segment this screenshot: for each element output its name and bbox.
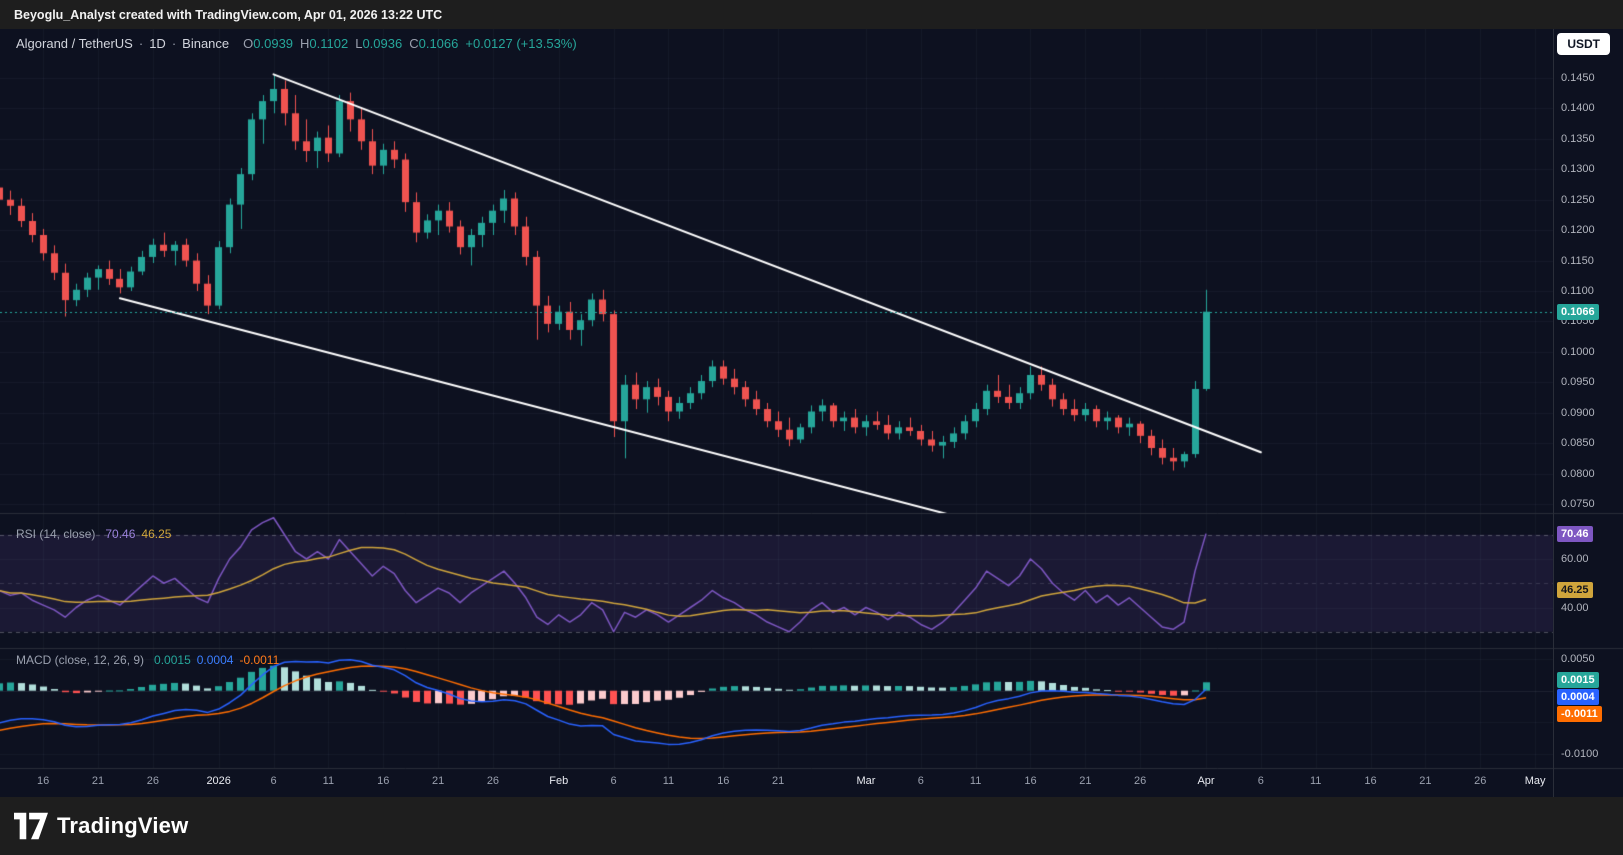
- close-value: C0.1066: [409, 36, 459, 51]
- macd-hist-badge: 0.0015: [1557, 672, 1599, 688]
- time-tick: 26: [486, 775, 500, 787]
- time-tick: Apr: [1197, 775, 1215, 787]
- price-tick: 0.1200: [1561, 224, 1595, 237]
- time-tick: 21: [91, 775, 105, 787]
- macd-signal-value: -0.0011: [239, 653, 280, 667]
- price-tick: 0.1250: [1561, 193, 1595, 206]
- price-tick: 0.0750: [1561, 497, 1595, 510]
- price-tick: 0.0900: [1561, 406, 1595, 419]
- macd-signal-badge: -0.0011: [1557, 706, 1602, 722]
- price-tick: 0.0850: [1561, 437, 1595, 450]
- price-tick: 0.1100: [1561, 284, 1594, 297]
- attribution-bar: Beyoglu_Analyst created with TradingView…: [0, 0, 1623, 29]
- price-tick: 0.1300: [1561, 163, 1595, 176]
- time-tick: 21: [772, 775, 785, 787]
- time-tick: 6: [1257, 775, 1264, 787]
- ohlc-values: O0.0939 H0.1102 L0.0936 C0.1066 +0.0127 …: [243, 36, 577, 51]
- time-axis[interactable]: 16 21 26 2026 6 11 16 21 26 Feb 6 11 16 21 Mar 6 11 16 21 2…: [0, 768, 1553, 797]
- last-price-badge: 0.1066: [1557, 303, 1599, 320]
- time-tick: 16: [37, 775, 50, 787]
- rsi-scale-tick: 60.00: [1561, 553, 1589, 565]
- time-tick: 16: [377, 775, 390, 787]
- price-tick: 0.0800: [1561, 467, 1595, 480]
- tradingview-logo-icon: [14, 812, 48, 840]
- interval-label: 1D: [149, 36, 166, 51]
- time-tick: 11: [322, 775, 335, 787]
- time-tick: 11: [969, 775, 982, 787]
- tradingview-logo[interactable]: [14, 812, 48, 840]
- low-value: L0.0936: [355, 36, 403, 51]
- rsi-legend[interactable]: RSI (14, close) 70.46 46.25: [16, 527, 171, 541]
- macd-hist-value: 0.0015: [154, 653, 191, 667]
- time-tick: 26: [1474, 775, 1487, 787]
- footer-bar: TradingView: [0, 797, 1623, 855]
- open-value: O0.0939: [243, 36, 294, 51]
- separator-dot: ·: [171, 36, 177, 51]
- rsi-ma-value-badge: 46.25: [1557, 582, 1593, 599]
- exchange-label: Binance: [182, 36, 230, 51]
- price-tick: 0.1000: [1561, 345, 1595, 358]
- tradingview-wordmark: TradingView: [57, 813, 189, 838]
- separator-dot: ·: [138, 36, 144, 51]
- rsi-scale-tick: 40.00: [1561, 601, 1589, 614]
- price-tick: 0.1350: [1561, 132, 1595, 145]
- macd-line-value: 0.0004: [196, 653, 234, 667]
- price-tick: 0.1450: [1561, 72, 1595, 84]
- rsi-label: RSI (14, close): [16, 527, 96, 541]
- macd-scale-tick: 0.0050: [1561, 653, 1595, 666]
- macd-legend[interactable]: MACD (close, 12, 26, 9) 0.0015 0.0004 -0…: [16, 653, 279, 667]
- time-tick: 11: [1309, 775, 1322, 787]
- rsi-value-badge: 70.46: [1557, 525, 1593, 542]
- time-tick: 16: [717, 775, 730, 787]
- time-tick: Mar: [856, 775, 876, 787]
- time-tick: 26: [1134, 775, 1147, 787]
- currency-button[interactable]: USDT: [1557, 33, 1610, 55]
- price-tick: 0.1150: [1561, 254, 1594, 267]
- time-tick: Feb: [549, 775, 569, 787]
- time-tick: 16: [1024, 775, 1037, 787]
- high-value: H0.1102: [300, 36, 349, 51]
- time-tick: 6: [270, 775, 277, 787]
- rsi-ma-value: 46.25: [141, 527, 172, 541]
- time-tick: 6: [917, 775, 924, 787]
- price-axis[interactable]: 0.1066 70.46 46.25 0.0015 0.0004 -0.0011…: [1553, 29, 1623, 797]
- macd-label: MACD (close, 12, 26, 9): [16, 653, 145, 667]
- time-tick: 11: [662, 775, 675, 787]
- time-tick: 21: [431, 775, 445, 787]
- attribution-text: Beyoglu_Analyst created with TradingView…: [14, 7, 443, 22]
- price-tick: 0.1400: [1561, 102, 1595, 115]
- macd-line-badge: 0.0004: [1557, 689, 1599, 705]
- time-tick: 2026: [206, 775, 231, 787]
- price-tick: 0.0950: [1561, 376, 1595, 389]
- change-value: +0.0127 (+13.53%): [465, 36, 577, 51]
- rsi-value: 70.46: [105, 527, 136, 541]
- symbol-legend[interactable]: Algorand / TetherUS · 1D · Binance O0.09…: [16, 36, 577, 51]
- time-tick: 21: [1419, 775, 1432, 787]
- chart-canvas[interactable]: [0, 29, 1623, 797]
- symbol-name: Algorand / TetherUS: [16, 36, 133, 51]
- time-tick: 6: [610, 775, 617, 787]
- time-tick: 16: [1364, 775, 1377, 787]
- time-tick: 21: [1079, 775, 1092, 787]
- time-tick: May: [1524, 775, 1546, 787]
- macd-scale-tick: -0.0100: [1561, 747, 1599, 760]
- time-tick: 26: [146, 775, 159, 787]
